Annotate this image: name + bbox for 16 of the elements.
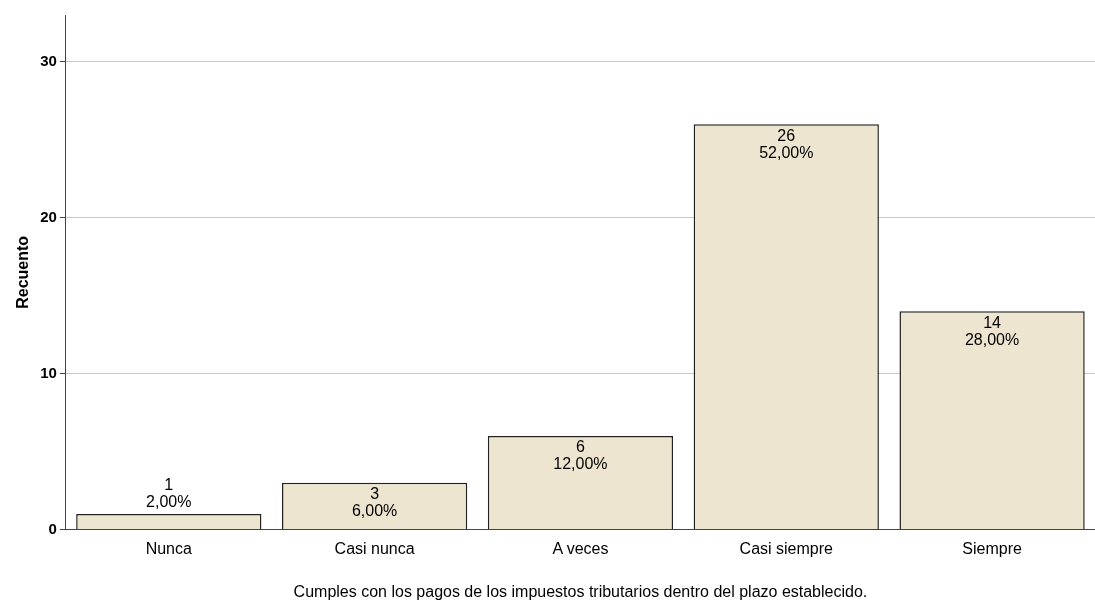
x-tick-label: Casi nunca (334, 539, 415, 557)
data-label: 6 12,00% (553, 438, 608, 473)
y-tick-label: 30 (40, 51, 57, 69)
x-tick-label: Siempre (962, 539, 1022, 557)
y-tick-label: 0 (48, 519, 57, 537)
y-tick-label: 20 (40, 207, 57, 225)
data-label: 26 52,00% (759, 126, 814, 161)
x-axis-title: Cumples con los pagos de los impuestos tributarios dentro del plazo establecido. (293, 582, 868, 600)
y-tick-label: 10 (40, 363, 57, 381)
data-label: 1 2,00% (146, 476, 192, 511)
data-label: 3 6,00% (351, 485, 398, 520)
data-label: 14 28,00% (964, 313, 1020, 348)
y-axis-title: Recuento (14, 235, 32, 309)
x-tick-label: A veces (552, 539, 609, 557)
x-tick-label: Nunca (145, 539, 193, 557)
x-tick-label: Casi siempre (739, 539, 834, 557)
